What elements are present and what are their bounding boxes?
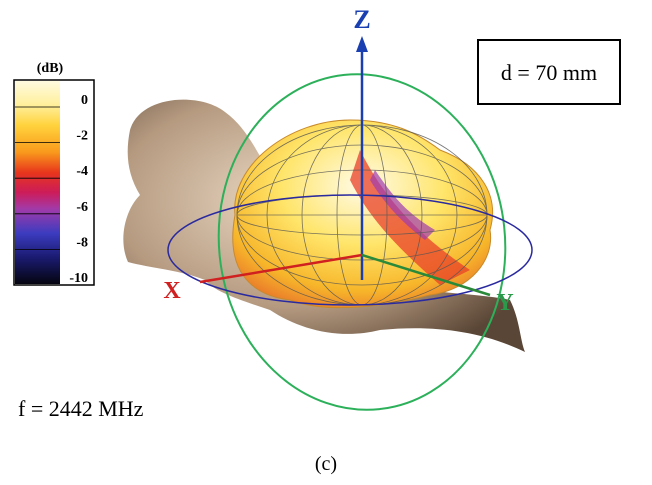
caption: (c) [315,453,337,475]
distance-label: d = 70 mm [501,60,597,85]
colorbar-tick-label: -4 [76,164,88,179]
figure: (dB) 0 -2 -4 -6 -8 -10 Z X Y d = 70 mm f = 24… [0,0,652,485]
y-label: Y [496,290,513,316]
z-arrow [356,36,368,52]
colorbar-tick-label: 0 [81,93,88,108]
colorbar-tick-label: -8 [76,235,88,250]
colorbar-unit: (dB) [37,61,64,76]
colorbar-tick-label: -6 [76,200,88,215]
colorbar-gradient [15,81,60,284]
z-label: Z [353,5,370,34]
frequency-label: f = 2442 MHz [18,396,144,421]
x-label: X [163,278,181,304]
colorbar-tick-label: -10 [69,271,88,286]
colorbar-tick-label: -2 [76,129,88,144]
colorbar: (dB) 0 -2 -4 -6 -8 -10 [14,61,94,286]
